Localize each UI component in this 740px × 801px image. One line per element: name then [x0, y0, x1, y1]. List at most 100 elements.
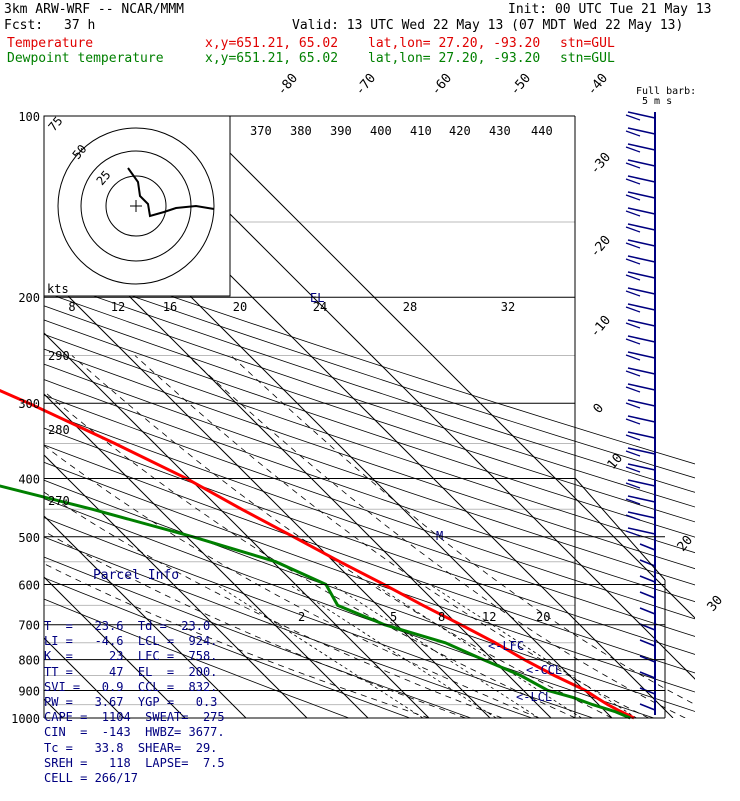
- wind-barb: [627, 239, 656, 247]
- isotherm-line: [44, 576, 186, 718]
- parcel-row: K = 23 LFC = 758.: [44, 649, 218, 664]
- wind-barb: [627, 191, 656, 199]
- dry-adiabat: [44, 479, 695, 712]
- dry-adiabat: [44, 278, 695, 493]
- wind-barb: [639, 655, 656, 663]
- temp-xy: x,y=651.21, 65.02: [205, 36, 339, 51]
- wind-barb: [627, 207, 656, 215]
- wind-barbs: Full barb:5 m s: [625, 86, 696, 715]
- temp-station: stn=GUL: [560, 36, 615, 51]
- wind-barb: [627, 287, 656, 295]
- dew-station: stn=GUL: [560, 51, 615, 66]
- moist-adiabat: [230, 355, 695, 705]
- wind-barb: [627, 495, 656, 503]
- hodograph-speed-label: 24: [313, 300, 327, 314]
- hodograph-ring: [57, 127, 215, 285]
- pressure-tick-label: 200: [18, 291, 40, 305]
- level-marker: <-LCL: [516, 690, 552, 704]
- wind-barb: [627, 255, 656, 263]
- dry-adiabat: [44, 363, 695, 586]
- wind-barb-flag: [625, 450, 641, 457]
- wind-barb: [627, 143, 656, 151]
- model-title: 3km ARW-WRF -- NCAR/MMM: [4, 2, 185, 17]
- isotherm-line: [44, 393, 369, 718]
- isotherm-label: -60: [429, 71, 456, 99]
- hodograph-speed-label: 16: [163, 300, 177, 314]
- parcel-row: LI = -4.6 LCL = 924.: [44, 634, 218, 649]
- dry-adiabat: [44, 577, 410, 718]
- hodograph-ring: [105, 175, 167, 237]
- hodograph-speed-label: 32: [501, 300, 515, 314]
- wind-barb-flag: [625, 418, 641, 425]
- wind-barb: [627, 479, 656, 487]
- wind-barb-flag: [625, 434, 641, 441]
- level-marker: EL: [310, 291, 324, 305]
- dry-adiabat: [44, 598, 349, 718]
- wind-barb-flag: [625, 514, 641, 521]
- isotherm-label: 10: [605, 451, 627, 473]
- wind-barb-flag: [625, 146, 641, 153]
- parcel-row: TT = 47 EL = 200.: [44, 664, 218, 679]
- wind-barb: [627, 399, 656, 407]
- dewpoint-profile: [0, 484, 631, 720]
- hodograph-speed-label: 8: [68, 300, 75, 314]
- moist-adiabat: [134, 355, 649, 718]
- wind-barb-flag: [625, 258, 641, 265]
- dry-adiabat: [44, 379, 695, 603]
- isotherm-label: -70: [353, 71, 380, 99]
- pressure-tick-label: 800: [18, 654, 40, 668]
- dry-adiabat: [44, 444, 695, 674]
- valid-time: Valid: 13 UTC Wed 22 May 13 (07 MDT Wed …: [292, 18, 684, 33]
- wind-barb-flag: [625, 386, 641, 393]
- theta-label: 370: [250, 124, 272, 138]
- dry-adiabat: [44, 333, 695, 554]
- mixing-ratio-label: 2: [298, 610, 305, 624]
- theta-label: 440: [531, 124, 553, 138]
- wind-barb-flag: [625, 178, 641, 185]
- wind-barb: [639, 687, 656, 695]
- wind-barb-flag: [625, 466, 641, 473]
- wind-barb-flag: [625, 322, 641, 329]
- isotherm-label: -20: [588, 233, 615, 261]
- wind-barb-flag: [625, 306, 641, 313]
- isotherm-label: -80: [275, 71, 302, 99]
- dewpoint-legend: Dewpoint temperature: [7, 51, 164, 66]
- mixing-ratio-label: 5: [390, 610, 397, 624]
- theta-label: 400: [370, 124, 392, 138]
- wind-barb-flag: [625, 194, 641, 201]
- wind-barb-flag: [625, 482, 641, 489]
- dry-adiabat: [44, 348, 695, 570]
- pressure-tick-label: 600: [18, 578, 40, 592]
- hodograph-units: kts: [47, 282, 69, 296]
- dry-adiabat: [44, 427, 695, 655]
- hodograph-speed-label: 12: [111, 300, 125, 314]
- wind-barb: [639, 607, 656, 615]
- isotherm-label: 30: [705, 593, 727, 615]
- theta-label: 270: [48, 494, 70, 508]
- wind-barb: [627, 127, 656, 135]
- wind-barb-flag: [625, 130, 641, 137]
- isotherm-line: [44, 332, 430, 718]
- hodograph-trace: [127, 167, 215, 218]
- dry-adiabat: [44, 305, 695, 523]
- moist-adiabat: [44, 563, 430, 718]
- wind-barb: [627, 271, 656, 279]
- wind-barb: [627, 335, 656, 343]
- wind-barb-flag: [625, 274, 641, 281]
- init-time: Init: 00 UTC Tue 21 May 13: [508, 2, 712, 17]
- dry-adiabat: [44, 264, 695, 479]
- wind-barb: [627, 351, 656, 359]
- moist-adiabat: [44, 390, 576, 718]
- moist-adiabat: [44, 445, 539, 718]
- level-marker: M: [436, 529, 443, 543]
- theta-label: 420: [449, 124, 471, 138]
- isotherm-line: [44, 454, 308, 718]
- wind-barb-flag: [625, 530, 641, 537]
- isotherm-line: [44, 271, 491, 718]
- wind-barb-flag: [625, 370, 641, 377]
- dry-adiabat: [44, 410, 695, 637]
- wind-barb: [639, 543, 656, 551]
- hodograph-center: [130, 200, 142, 212]
- theta-label: 380: [290, 124, 312, 138]
